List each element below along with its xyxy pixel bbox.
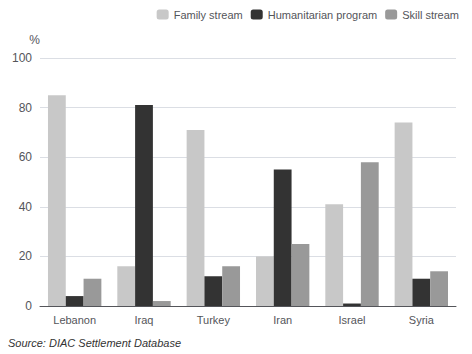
svg-text:Iran: Iran [273, 314, 292, 326]
svg-text:Iraq: Iraq [135, 314, 154, 326]
svg-text:Source: DIAC Settlement Databa: Source: DIAC Settlement Database [8, 337, 181, 349]
svg-text:%: % [29, 33, 40, 47]
svg-text:Turkey: Turkey [197, 314, 231, 326]
svg-text:40: 40 [19, 200, 33, 214]
svg-text:Syria: Syria [409, 314, 435, 326]
svg-text:Family stream: Family stream [174, 9, 243, 21]
svg-text:20: 20 [19, 249, 33, 263]
svg-text:Humanitarian program: Humanitarian program [268, 9, 377, 21]
svg-text:80: 80 [19, 101, 33, 115]
svg-text:Israel: Israel [339, 314, 366, 326]
svg-text:0: 0 [25, 299, 32, 313]
svg-text:100: 100 [12, 51, 32, 65]
svg-text:Lebanon: Lebanon [53, 314, 96, 326]
svg-text:Skill stream: Skill stream [402, 9, 459, 21]
svg-text:60: 60 [19, 150, 33, 164]
